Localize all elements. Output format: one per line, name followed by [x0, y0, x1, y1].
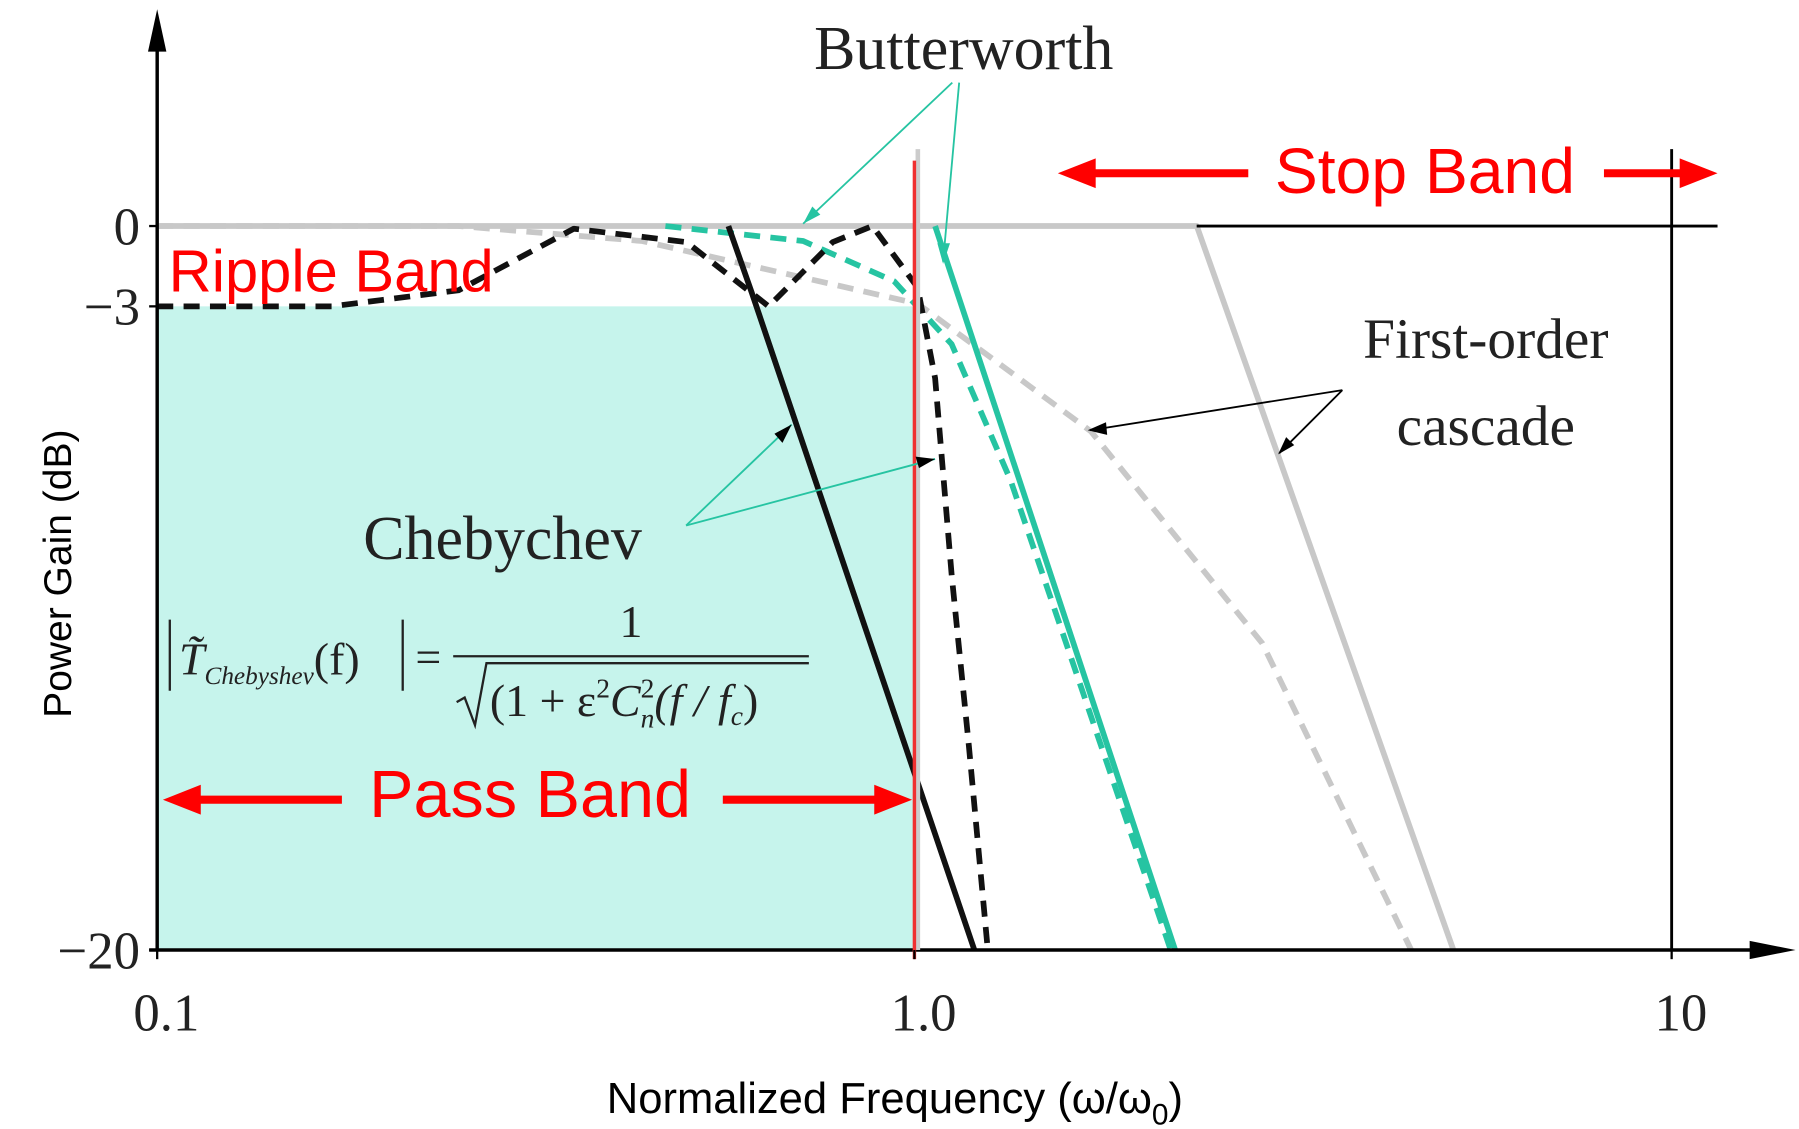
first-order-callout [1089, 389, 1344, 454]
formula-part: 2 [596, 673, 610, 704]
formula-part: C [610, 675, 642, 726]
formula-part: (f) [314, 634, 360, 685]
butterworth-callout [802, 81, 961, 262]
formula-part: T̃ [179, 634, 208, 685]
marks-layer [157, 223, 1457, 952]
x-axis-title: Normalized Frequency (ω/ω0) [607, 1075, 1183, 1129]
arrowhead [1057, 158, 1096, 189]
annotation: Butterworth [814, 15, 1113, 83]
x-axis-title-part: 0 [1152, 1098, 1169, 1129]
callout-arrowhead [803, 206, 821, 224]
formula-part: (1 + ε [490, 675, 596, 726]
y-axis-title: Power Gain (dB) [37, 430, 80, 718]
annotation: Ripple Band [169, 237, 494, 304]
x-tick-label: 10 [1654, 984, 1707, 1042]
arrowhead [874, 784, 913, 815]
annotation: First-order [1363, 308, 1608, 371]
annotation: Chebychev [363, 505, 642, 573]
formula-part: c [731, 700, 743, 731]
annotation: Pass Band [369, 758, 691, 832]
formula-part: (f / f [654, 675, 737, 726]
formula-lhs: T̃Chebyshev(f) [179, 634, 360, 690]
arrowhead [162, 784, 201, 815]
callout-arrowhead [774, 424, 792, 443]
x-axis-arrow [1749, 940, 1796, 960]
y-tick-label: 0 [114, 198, 140, 256]
annotation: Stop Band [1275, 135, 1575, 207]
callout-arrowhead [1278, 437, 1295, 455]
series-line [932, 225, 1178, 951]
formula-part: Chebyshev [204, 663, 314, 690]
sqrt-sign [456, 662, 809, 730]
x-tick-label: 1.0 [891, 984, 957, 1042]
series-line [665, 223, 1174, 951]
formula-part: n [641, 702, 655, 733]
callout-arrowhead [1087, 422, 1108, 435]
series-line [725, 225, 978, 951]
y-tick-label: −20 [57, 922, 140, 980]
callout-arrowhead [915, 456, 936, 469]
annotation: cascade [1397, 395, 1575, 458]
formula-equals: = [415, 631, 441, 682]
y-tick-label: −3 [84, 279, 140, 337]
formula: T̃Chebyshev(f) = 1 (1 + ε2C2 n(f / fc) [168, 596, 809, 734]
y-axis-arrow [148, 9, 167, 52]
formula-part: 2 [641, 673, 655, 704]
formula-numerator: 1 [620, 596, 643, 647]
callout-arrowhead [937, 243, 950, 264]
x-axis-title-part: ) [1169, 1075, 1184, 1123]
formula-part: ) [743, 675, 758, 726]
series-line [157, 223, 991, 951]
x-tick-label: 0.1 [133, 984, 199, 1042]
ticks-layer: −20 −3 0 0.1 1.0 10 [57, 198, 1707, 1042]
pass-band-region [157, 306, 915, 951]
arrowhead [1679, 158, 1718, 189]
formula-denominator: (1 + ε2C2 n(f / fc) [490, 673, 758, 734]
chebychev-callout [685, 423, 936, 527]
x-axis-title-part: Normalized Frequency (ω/ω [607, 1075, 1152, 1123]
background-layer [157, 306, 915, 951]
